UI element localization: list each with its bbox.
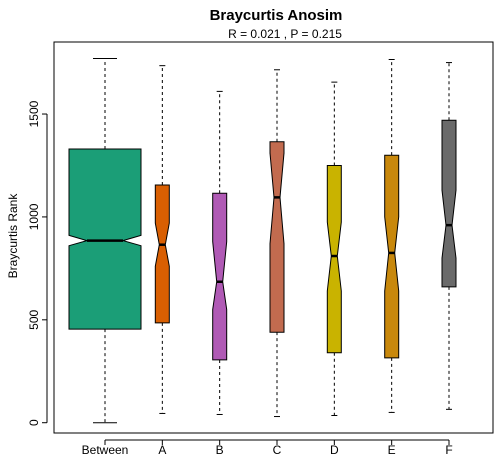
chart-title: Braycurtis Anosim (210, 7, 343, 24)
box-body (384, 154, 400, 359)
y-tick-label: 500 (27, 309, 41, 329)
x-tick-label: F (445, 443, 452, 457)
box-body (212, 192, 228, 361)
y-axis: 0 500 1000 1500 (27, 100, 48, 426)
y-axis-label: Braycurtis Rank (6, 193, 20, 279)
x-tick-label: D (330, 443, 339, 457)
y-tick-label: 1500 (27, 100, 41, 127)
box-D (326, 81, 342, 417)
plot-frame (53, 41, 494, 434)
y-tick-label: 0 (27, 419, 41, 426)
box-body (441, 119, 457, 288)
x-tick-label: B (216, 443, 224, 457)
box-body (326, 165, 342, 354)
box-group (68, 57, 457, 424)
box-body (269, 141, 285, 333)
box-F (441, 62, 457, 410)
x-axis: Between A B C D E F (82, 439, 453, 457)
x-tick-label: A (158, 443, 166, 457)
box-B (212, 90, 228, 415)
box-body (68, 148, 142, 330)
box-A (154, 65, 170, 414)
chart-subtitle: R = 0.021 , P = 0.215 (228, 27, 342, 41)
x-tick-label: Between (82, 443, 129, 457)
box-E (384, 58, 400, 413)
box-C (269, 69, 285, 418)
y-tick-label: 1000 (27, 203, 41, 230)
x-tick-label: E (388, 443, 396, 457)
x-tick-label: C (273, 443, 282, 457)
box-Between (68, 57, 142, 424)
box-body (154, 184, 170, 324)
